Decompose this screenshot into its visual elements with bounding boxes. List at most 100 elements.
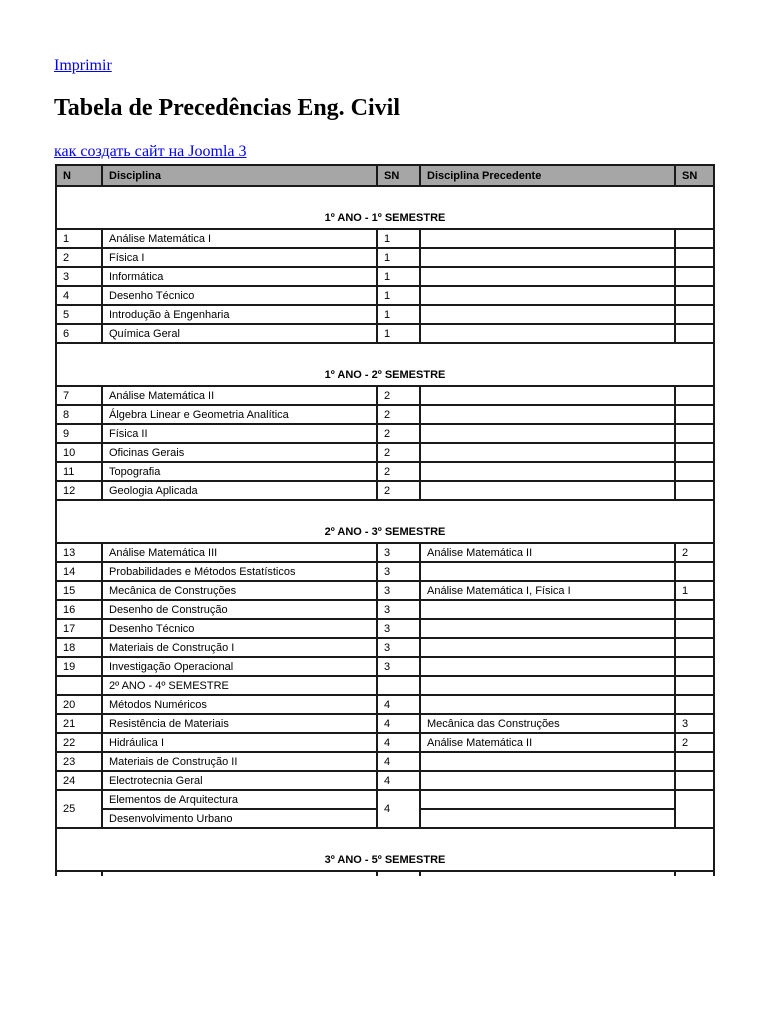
- cell-sn-precedente: [674, 694, 715, 715]
- cell-sn-precedente: [674, 561, 715, 582]
- semester-row: 3º ANO - 5º SEMESTRE: [55, 827, 715, 872]
- cell-n: 16: [55, 599, 103, 620]
- cell-disciplina: Desenho Técnico: [101, 285, 378, 306]
- cell-disciplina-precedente: Análise Matemática II: [419, 542, 676, 563]
- cell-sn-precedente: [674, 599, 715, 620]
- semester-label: 3º ANO - 5º SEMESTRE: [55, 827, 715, 872]
- cell-n: 22: [55, 732, 103, 753]
- print-link[interactable]: Imprimir: [54, 57, 112, 74]
- cell-disciplina-precedente: [419, 480, 676, 501]
- header-sn-precedente: SN: [674, 164, 715, 187]
- cell-sn-precedente: [674, 323, 715, 344]
- semester-label: 1º ANO - 1º SEMESTRE: [55, 185, 715, 230]
- cell-disciplina: Informática: [101, 266, 378, 287]
- cell-n: 7: [55, 385, 103, 406]
- cell-disciplina-precedente: [419, 247, 676, 268]
- cell-sn: 4: [376, 770, 421, 791]
- cell-disciplina-precedente: Mecânica das Construções: [419, 713, 676, 734]
- cell-sn-precedente: [674, 247, 715, 268]
- cell-n: 10: [55, 442, 103, 463]
- cell-disciplina-precedente: [419, 789, 676, 810]
- cell-disciplina: Análise Matemática III: [101, 542, 378, 563]
- cell-sn: 3: [376, 637, 421, 658]
- cell-sn-precedente: [674, 304, 715, 325]
- cell-disciplina: Elementos de Arquitectura: [101, 789, 378, 810]
- cell-disciplina-precedente: [419, 304, 676, 325]
- cell-sn: 4: [376, 713, 421, 734]
- table-row: 12 Geologia Aplicada 2: [55, 480, 715, 501]
- cell-disciplina: Electrotecnia Geral: [101, 770, 378, 791]
- cell-n: 3: [55, 266, 103, 287]
- cell-disciplina-precedente: [419, 694, 676, 715]
- cell-sn-precedente: [674, 442, 715, 463]
- cell-sn: 1: [376, 304, 421, 325]
- cell-sn: 4: [376, 732, 421, 753]
- cell-disciplina: Análise Matemática I: [101, 228, 378, 249]
- cell-sn-precedente: [674, 404, 715, 425]
- cell-disciplina: Análise Matemática II: [101, 385, 378, 406]
- table-row: 7 Análise Matemática II 2: [55, 385, 715, 406]
- joomla-link[interactable]: как создать сайт на Joomla 3: [54, 143, 247, 160]
- table-row: 5 Introdução à Engenharia 1: [55, 304, 715, 325]
- table-row: 9 Física II 2: [55, 423, 715, 444]
- cell-disciplina: Probabilidades e Métodos Estatísticos: [101, 561, 378, 582]
- cell-disciplina-precedente: [419, 599, 676, 620]
- cell-disciplina-precedente: [419, 285, 676, 306]
- cell-n: 9: [55, 423, 103, 444]
- table-header-row: N Disciplina SN Disciplina Precedente SN: [55, 164, 715, 187]
- cell-disciplina: Resistência de Materiais: [101, 713, 378, 734]
- cell-sn-precedente: [674, 770, 715, 791]
- cell-sn-precedente: [674, 656, 715, 677]
- cell-disciplina-precedente: [419, 385, 676, 406]
- cell-sn: 1: [376, 266, 421, 287]
- cell-disciplina: Geologia Aplicada: [101, 480, 378, 501]
- cell-disciplina: Física I: [101, 247, 378, 268]
- cell-disciplina-precedente: [419, 404, 676, 425]
- cell-sn: 1: [376, 323, 421, 344]
- cell-sn: 2: [376, 423, 421, 444]
- table-row: 13 Análise Matemática III 3 Análise Matemát…: [55, 542, 715, 563]
- cell-sn: 3: [376, 599, 421, 620]
- cell-sn: 2: [376, 461, 421, 482]
- cell-n: 23: [55, 751, 103, 772]
- cell-sn: 2: [376, 442, 421, 463]
- header-n: N: [55, 164, 103, 187]
- semester-label: 1º ANO - 2º SEMESTRE: [55, 342, 715, 387]
- table-row: 14 Probabilidades e Métodos Estatísticos 3: [55, 561, 715, 582]
- table-row: Desenvolvimento Urbano: [56, 808, 714, 829]
- cell-n: 11: [55, 461, 103, 482]
- table-row-cut: [55, 870, 715, 876]
- cell-sn: 3: [376, 542, 421, 563]
- cell-n: [55, 675, 103, 696]
- cell-sn: 1: [376, 247, 421, 268]
- cell-disciplina: Álgebra Linear e Geometria Analítica: [101, 404, 378, 425]
- cell-sn-precedente: [674, 285, 715, 306]
- cell-sn-precedente: [674, 870, 715, 876]
- table-row: 6 Química Geral 1: [55, 323, 715, 344]
- cell-sn-precedente: [674, 423, 715, 444]
- cell-n: 12: [55, 480, 103, 501]
- header-disciplina: Disciplina: [101, 164, 378, 187]
- cell-disciplina-precedente: [419, 618, 676, 639]
- table-row: 22 Hidráulica I 4 Análise Matemática II 2: [55, 732, 715, 753]
- cell-n: 2: [55, 247, 103, 268]
- cell-sn-precedente: [674, 228, 715, 249]
- cell-n: 13: [55, 542, 103, 563]
- cell-disciplina-precedente: [419, 770, 676, 791]
- cell-disciplina-precedente: [419, 808, 676, 829]
- table-row: 16 Desenho de Construção 3: [55, 599, 715, 620]
- cell-sn-precedente: [674, 461, 715, 482]
- cell-n: 4: [55, 285, 103, 306]
- cell-disciplina-precedente: [419, 637, 676, 658]
- cell-disciplina: Materiais de Construção II: [101, 751, 378, 772]
- cell-sn: 4: [376, 789, 421, 829]
- cell-n: 17: [55, 618, 103, 639]
- cell-disciplina-precedente: [419, 870, 676, 876]
- table-row: 8 Álgebra Linear e Geometria Analítica 2: [55, 404, 715, 425]
- cell-disciplina: Métodos Numéricos: [101, 694, 378, 715]
- table-row: 24 Electrotecnia Geral 4: [55, 770, 715, 791]
- cell-sn: 2: [376, 480, 421, 501]
- cell-sn-precedente: 2: [674, 542, 715, 563]
